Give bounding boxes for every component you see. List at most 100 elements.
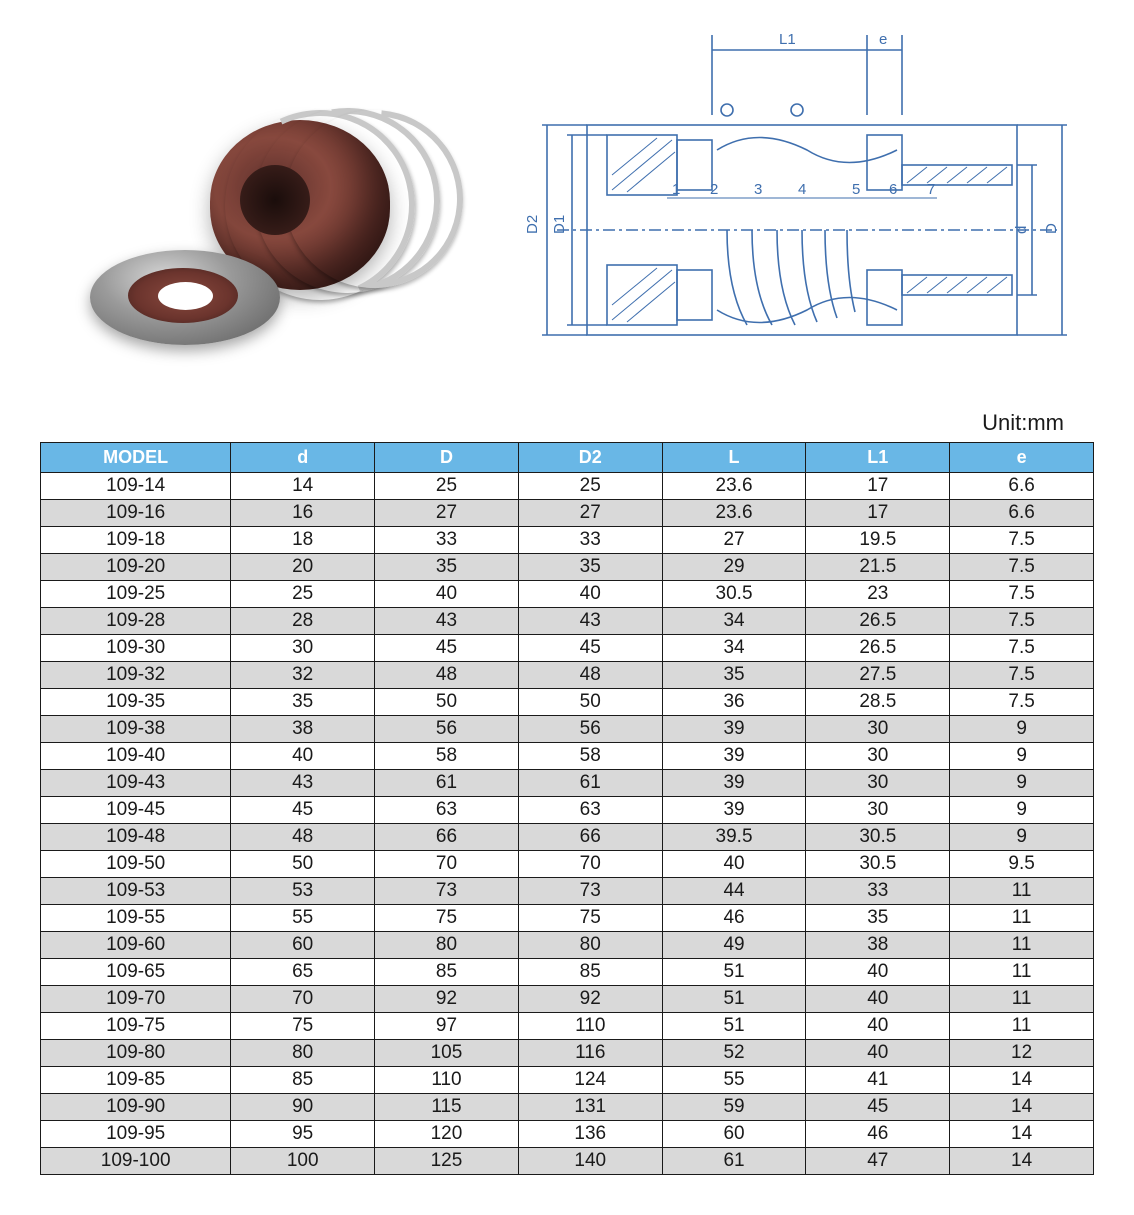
table-cell: 38 xyxy=(231,716,375,743)
table-row: 109-303045453426.57.5 xyxy=(41,635,1094,662)
table-cell: 11 xyxy=(950,986,1094,1013)
table-cell: 116 xyxy=(518,1040,662,1067)
table-cell: 17 xyxy=(806,500,950,527)
technical-diagram: L1 e D2 D1 d D 1 2 3 4 5 6 7 xyxy=(500,20,1094,380)
table-cell: 92 xyxy=(375,986,519,1013)
table-row: 109-202035352921.57.5 xyxy=(41,554,1094,581)
table-row: 109-282843433426.57.5 xyxy=(41,608,1094,635)
table-cell: 140 xyxy=(518,1148,662,1175)
table-row: 109-4343616139309 xyxy=(41,770,1094,797)
table-cell: 14 xyxy=(950,1148,1094,1175)
table-cell: 45 xyxy=(375,635,519,662)
table-cell: 109-80 xyxy=(41,1040,231,1067)
table-cell: 30.5 xyxy=(806,851,950,878)
dim-label-D: D xyxy=(1043,223,1060,234)
table-cell: 100 xyxy=(231,1148,375,1175)
table-row: 109-2525404030.5237.5 xyxy=(41,581,1094,608)
table-cell: 12 xyxy=(950,1040,1094,1067)
table-cell: 32 xyxy=(231,662,375,689)
table-cell: 45 xyxy=(231,797,375,824)
table-cell: 109-90 xyxy=(41,1094,231,1121)
table-cell: 109-50 xyxy=(41,851,231,878)
unit-label: Unit:mm xyxy=(40,410,1094,436)
table-cell: 25 xyxy=(375,473,519,500)
table-cell: 51 xyxy=(662,1013,806,1040)
table-cell: 40 xyxy=(518,581,662,608)
table-cell: 27 xyxy=(375,500,519,527)
table-cell: 109-30 xyxy=(41,635,231,662)
table-cell: 65 xyxy=(231,959,375,986)
table-cell: 30 xyxy=(806,797,950,824)
table-cell: 39.5 xyxy=(662,824,806,851)
table-row: 109-323248483527.57.5 xyxy=(41,662,1094,689)
table-row: 109-100100125140614714 xyxy=(41,1148,1094,1175)
table-row: 109-8585110124554114 xyxy=(41,1067,1094,1094)
table-cell: 11 xyxy=(950,905,1094,932)
dim-label-L1: L1 xyxy=(779,31,796,48)
table-cell: 29 xyxy=(662,554,806,581)
table-cell: 63 xyxy=(375,797,519,824)
table-row: 109-4848666639.530.59 xyxy=(41,824,1094,851)
table-cell: 30.5 xyxy=(662,581,806,608)
table-cell: 46 xyxy=(806,1121,950,1148)
seal-bore xyxy=(240,165,310,235)
table-cell: 35 xyxy=(806,905,950,932)
table-cell: 23.6 xyxy=(662,473,806,500)
table-row: 109-60608080493811 xyxy=(41,932,1094,959)
table-cell: 7.5 xyxy=(950,662,1094,689)
table-cell: 48 xyxy=(375,662,519,689)
table-cell: 50 xyxy=(231,851,375,878)
table-cell: 109-18 xyxy=(41,527,231,554)
table-row: 109-4040585839309 xyxy=(41,743,1094,770)
table-cell: 60 xyxy=(231,932,375,959)
table-cell: 58 xyxy=(375,743,519,770)
part-number: 1 xyxy=(672,181,680,198)
table-cell: 44 xyxy=(662,878,806,905)
table-cell: 73 xyxy=(375,878,519,905)
table-cell: 45 xyxy=(806,1094,950,1121)
table-cell: 45 xyxy=(518,635,662,662)
table-cell: 109-38 xyxy=(41,716,231,743)
table-cell: 28.5 xyxy=(806,689,950,716)
table-row: 109-353550503628.57.5 xyxy=(41,689,1094,716)
table-cell: 7.5 xyxy=(950,581,1094,608)
table-cell: 95 xyxy=(231,1121,375,1148)
table-cell: 75 xyxy=(231,1013,375,1040)
table-cell: 51 xyxy=(662,959,806,986)
table-cell: 109-95 xyxy=(41,1121,231,1148)
table-cell: 90 xyxy=(231,1094,375,1121)
table-cell: 120 xyxy=(375,1121,519,1148)
table-row: 109-70709292514011 xyxy=(41,986,1094,1013)
table-cell: 43 xyxy=(518,608,662,635)
table-cell: 6.6 xyxy=(950,473,1094,500)
dim-label-D1: D1 xyxy=(551,215,568,234)
table-cell: 48 xyxy=(231,824,375,851)
table-cell: 131 xyxy=(518,1094,662,1121)
table-cell: 47 xyxy=(806,1148,950,1175)
table-row: 109-181833332719.57.5 xyxy=(41,527,1094,554)
col-header-d: d xyxy=(231,443,375,473)
table-cell: 109-40 xyxy=(41,743,231,770)
table-row: 109-53537373443311 xyxy=(41,878,1094,905)
table-cell: 109-35 xyxy=(41,689,231,716)
table-cell: 109-60 xyxy=(41,932,231,959)
table-row: 109-55557575463511 xyxy=(41,905,1094,932)
table-cell: 40 xyxy=(806,986,950,1013)
table-cell: 125 xyxy=(375,1148,519,1175)
table-cell: 40 xyxy=(806,959,950,986)
table-cell: 61 xyxy=(518,770,662,797)
table-cell: 75 xyxy=(375,905,519,932)
top-section: L1 e D2 D1 d D 1 2 3 4 5 6 7 xyxy=(40,20,1094,380)
table-row: 109-3838565639309 xyxy=(41,716,1094,743)
col-header-e: e xyxy=(950,443,1094,473)
table-cell: 40 xyxy=(806,1013,950,1040)
part-number: 7 xyxy=(927,181,935,198)
table-cell: 50 xyxy=(518,689,662,716)
table-cell: 39 xyxy=(662,770,806,797)
table-cell: 60 xyxy=(662,1121,806,1148)
table-cell: 85 xyxy=(231,1067,375,1094)
table-cell: 40 xyxy=(375,581,519,608)
table-cell: 59 xyxy=(662,1094,806,1121)
table-cell: 30 xyxy=(806,770,950,797)
table-row: 109-4545636339309 xyxy=(41,797,1094,824)
